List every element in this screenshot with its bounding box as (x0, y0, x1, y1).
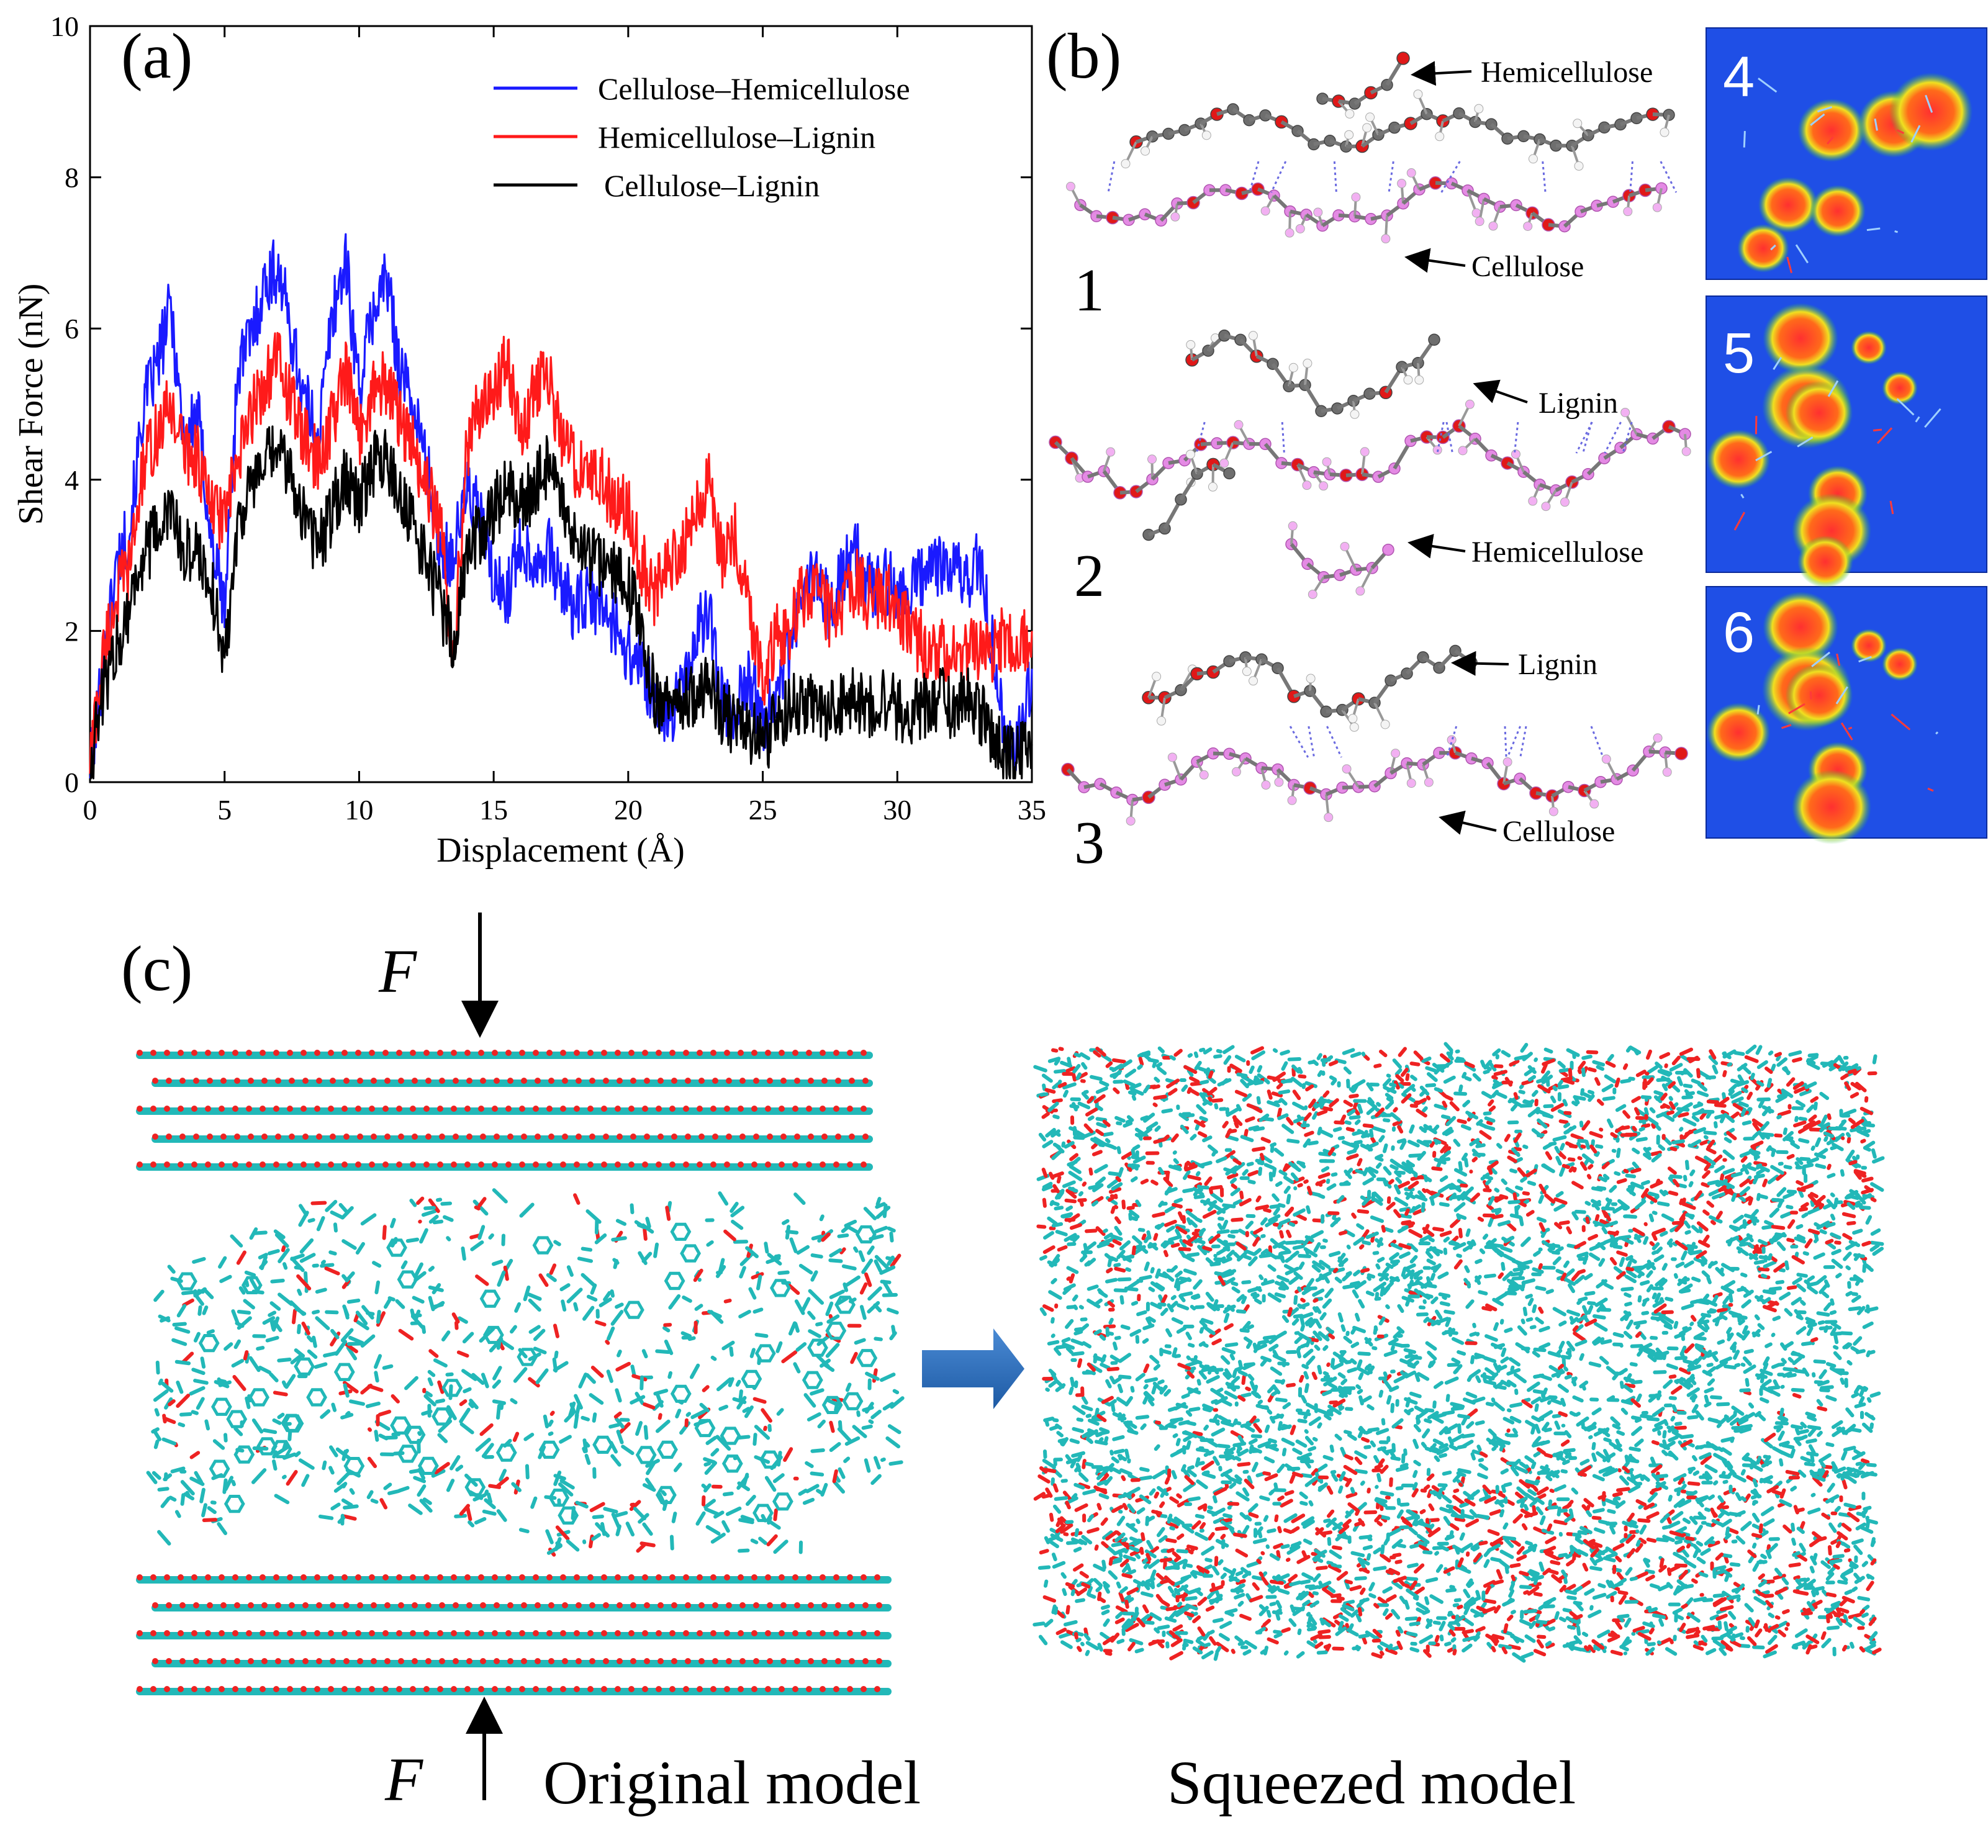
cellulose-sheet (151, 1602, 892, 1611)
arrow-lignin-2 (1473, 379, 1528, 403)
molecule-chain (1065, 168, 1668, 244)
cellulose-sheet (151, 1078, 873, 1087)
tile-number-5: 5 (1723, 322, 1755, 385)
row-number-3: 3 (1074, 809, 1105, 877)
tile-number-4: 4 (1723, 45, 1755, 109)
electron-density-blobs (1706, 73, 1973, 844)
molecule-chain (1121, 89, 1675, 171)
series-layer (89, 233, 1033, 780)
density-blob (1810, 185, 1866, 237)
label-row2-bottom: Hemicellulose (1471, 536, 1643, 569)
density-blob (1797, 536, 1853, 588)
label-row3-top: Lignin (1518, 648, 1597, 681)
molecule-chain (1142, 644, 1478, 732)
y-axis: 0 2 4 6 8 10 (50, 11, 1032, 798)
x-tick-label: 20 (614, 794, 643, 826)
plot-frame (89, 25, 1033, 783)
squeezed-block (1032, 1042, 1885, 1663)
density-blob (1737, 224, 1789, 273)
x-axis: 0 5 10 15 20 25 30 35 (83, 26, 1046, 826)
arrow-hemicellulose-1 (1411, 61, 1472, 86)
density-blob (1797, 99, 1866, 162)
cellulose-sheet (136, 1574, 892, 1584)
label-row1-bottom: Cellulose (1471, 250, 1584, 283)
row-number-2: 2 (1074, 543, 1105, 610)
panel-c-label: (c) (121, 933, 192, 1004)
density-blob (1851, 331, 1887, 364)
x-tick-label: 10 (345, 794, 373, 826)
density-blob (1785, 381, 1853, 444)
panel-c-models: (c) F F Original model Squeezed model (121, 913, 1885, 1817)
force-label-top: F (378, 937, 417, 1006)
chart-legend: Cellulose–Hemicellulose Hemicellulose–Li… (494, 71, 910, 203)
series-line-2 (89, 425, 1033, 780)
panel-a-label: (a) (121, 20, 192, 92)
x-tick-label: 25 (749, 794, 777, 826)
arrow-lignin-3 (1451, 651, 1509, 676)
cellulose-sheet (136, 1050, 873, 1059)
tile-number-6: 6 (1723, 601, 1755, 664)
x-tick-label: 35 (1018, 794, 1046, 826)
y-tick-label: 6 (65, 313, 79, 345)
molecule-chain (1285, 521, 1394, 599)
legend-label-cellulose-hemicellulose: Cellulose–Hemicellulose (598, 71, 910, 106)
y-tick-label: 2 (65, 615, 79, 647)
density-blob (1792, 770, 1871, 844)
molecule-chain (1142, 449, 1236, 541)
molecule-chain (1049, 399, 1691, 512)
panel-b-label: (b) (1046, 20, 1121, 92)
x-tick-label: 5 (217, 794, 232, 826)
cellulose-sheet (151, 1658, 892, 1667)
legend-label-hemicellulose-lignin: Hemicellulose–Lignin (598, 120, 875, 155)
cellulose-sheet (136, 1630, 892, 1639)
cellulose-sheet (136, 1686, 892, 1695)
arrow-cellulose-1 (1404, 248, 1466, 273)
arrow-hemicellulose-2 (1407, 534, 1466, 559)
label-row1-top: Hemicellulose (1481, 56, 1653, 89)
force-label-bottom: F (384, 1745, 423, 1814)
density-blob (1706, 430, 1771, 489)
cellulose-sheet (136, 1161, 873, 1171)
density-blob (1763, 592, 1838, 662)
original-model-caption: Original model (543, 1748, 921, 1817)
molecule-chain (1185, 329, 1440, 419)
density-blob (1882, 371, 1918, 405)
molecule-drawings (1049, 52, 1691, 826)
transition-arrow (922, 1328, 1024, 1409)
y-tick-label: 8 (65, 162, 79, 194)
panel-a-chart: (a) 0 5 10 15 20 25 30 35 0 2 4 6 8 10 Displacement … (12, 11, 1046, 870)
x-tick-label: 0 (83, 794, 97, 826)
density-blob (1882, 647, 1918, 681)
arrow-cellulose-3 (1439, 810, 1497, 835)
series-line-1 (89, 331, 1033, 774)
x-axis-label: Displacement (Å) (436, 831, 685, 870)
series-line-0 (89, 233, 1033, 779)
density-blob (1758, 177, 1818, 233)
squeezed-model-caption: Squeezed model (1167, 1748, 1576, 1817)
label-row2-top: Lignin (1538, 387, 1618, 420)
label-row3-bottom: Cellulose (1502, 815, 1615, 848)
panel-b-interfaces: (b) 1 2 3 Hemicellulose Cellulose Lignin… (1046, 20, 1987, 877)
legend-label-cellulose-lignin: Cellulose–Lignin (604, 168, 820, 203)
original-model-drawing (136, 1050, 905, 1695)
density-blob (1785, 664, 1853, 727)
cellulose-sheet (151, 1134, 873, 1143)
density-blob (1706, 703, 1771, 762)
x-tick-label: 30 (883, 794, 911, 826)
density-blob (1763, 303, 1838, 374)
squeezed-model-drawing (1032, 1042, 1885, 1663)
y-tick-label: 10 (50, 11, 79, 42)
y-axis-label: Shear Force (nN) (12, 284, 50, 525)
x-tick-label: 15 (479, 794, 508, 826)
molecule-chain (1316, 52, 1410, 119)
density-blob (1851, 629, 1887, 662)
lignin-network (146, 1188, 905, 1557)
molecule-chain (1061, 733, 1688, 826)
cellulose-sheet (136, 1106, 873, 1115)
y-tick-label: 4 (65, 464, 79, 496)
y-tick-label: 0 (65, 767, 79, 798)
row-number-1: 1 (1074, 257, 1105, 324)
